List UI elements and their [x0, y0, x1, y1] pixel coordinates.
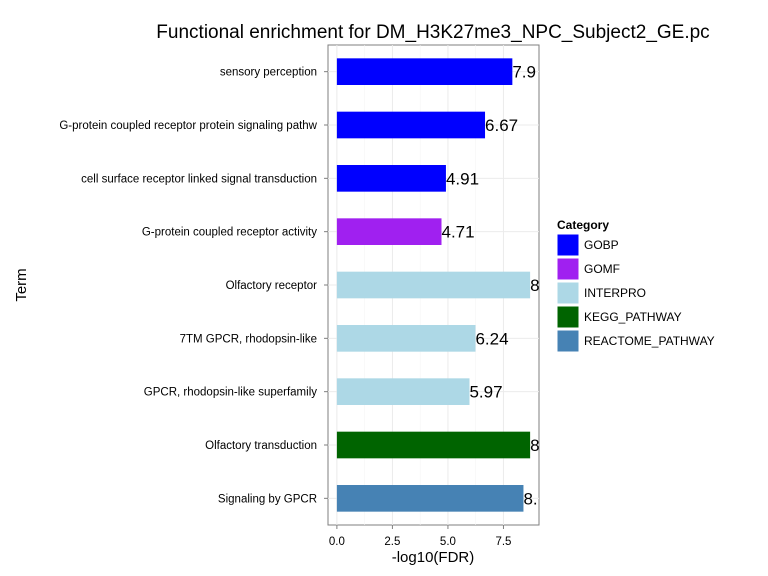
bar-value-label: 5.97	[469, 383, 502, 402]
y-tick-label: GPCR, rhodopsin-like superfamily	[144, 387, 317, 399]
bar	[336, 431, 531, 459]
data-labels: 7.9 6.67 4.91 4.71 8 6.24 5.97 8 8.	[441, 63, 539, 509]
x-tick-label: 2.5	[384, 536, 400, 548]
y-axis-title: Term	[13, 268, 30, 301]
bar-value-label: 8	[530, 276, 539, 295]
legend-swatch	[556, 329, 580, 353]
bar-value-label: 4.91	[446, 169, 479, 188]
bar-value-label: 4.71	[441, 223, 474, 242]
bars	[336, 58, 531, 512]
legend-label: INTERPRO	[584, 286, 646, 300]
chart-title: Functional enrichment for DM_H3K27me3_NP…	[156, 22, 709, 43]
bar	[336, 58, 513, 85]
legend-swatch	[556, 233, 580, 257]
bar	[336, 485, 524, 512]
legend-swatch	[556, 305, 580, 329]
bar-value-label: 8.	[523, 489, 537, 508]
x-axis-ticks: 0.0 2.5 5.0 7.5	[329, 525, 511, 548]
y-tick-label: Signaling by GPCR	[218, 493, 317, 505]
y-tick-label: cell surface receptor linked signal tran…	[81, 173, 317, 185]
x-tick-label: 5.0	[440, 536, 456, 548]
y-tick-label: Olfactory transduction	[205, 440, 317, 452]
y-tick-label: 7TM GPCR, rhodopsin-like	[180, 333, 317, 345]
legend-label: KEGG_PATHWAY	[584, 310, 682, 324]
bar-value-label: 7.9	[512, 63, 536, 82]
legend: Category GOBP GOMF INTERPRO KEGG_PATHWAY REA…	[556, 218, 715, 353]
x-tick-label: 0.0	[329, 536, 345, 548]
bar	[336, 271, 531, 299]
x-axis-title: -log10(FDR)	[392, 549, 475, 566]
bar-value-label: 6.24	[475, 329, 508, 348]
legend-label: GOBP	[584, 238, 619, 252]
legend-swatch	[556, 257, 580, 281]
legend-title: Category	[557, 218, 609, 232]
legend-label: GOMF	[584, 262, 620, 276]
bar	[336, 325, 476, 352]
bar	[336, 165, 446, 192]
y-tick-label: G-protein coupled receptor protein signa…	[59, 120, 317, 132]
bar-value-label: 8	[530, 436, 539, 455]
y-tick-label: G-protein coupled receptor activity	[142, 227, 317, 239]
x-tick-label: 7.5	[495, 536, 511, 548]
legend-label: REACTOME_PATHWAY	[584, 334, 715, 348]
y-tick-label: sensory perception	[220, 67, 317, 79]
y-tick-label: Olfactory receptor	[226, 280, 318, 292]
legend-swatch	[556, 281, 580, 305]
y-axis-ticks: sensory perception G-protein coupled rece…	[59, 67, 328, 505]
bar-value-label: 6.67	[485, 116, 518, 135]
bar	[336, 111, 486, 139]
bar	[336, 218, 442, 245]
bar	[336, 378, 470, 405]
